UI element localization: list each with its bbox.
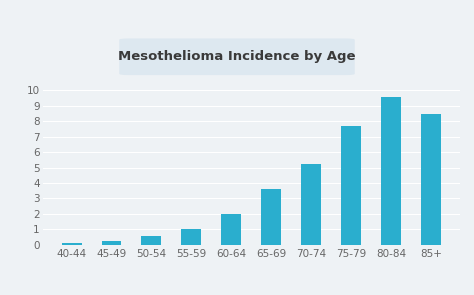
Bar	[62, 242, 82, 245]
Bar	[101, 241, 121, 245]
Bar	[261, 189, 281, 245]
FancyBboxPatch shape	[119, 38, 355, 75]
Bar	[221, 214, 241, 245]
Bar	[182, 230, 201, 245]
Bar	[341, 126, 361, 245]
Bar	[421, 114, 441, 245]
Text: Mesothelioma Incidence by Age: Mesothelioma Incidence by Age	[118, 50, 356, 63]
Bar	[301, 165, 321, 245]
Bar	[381, 96, 401, 245]
Bar	[141, 236, 162, 245]
